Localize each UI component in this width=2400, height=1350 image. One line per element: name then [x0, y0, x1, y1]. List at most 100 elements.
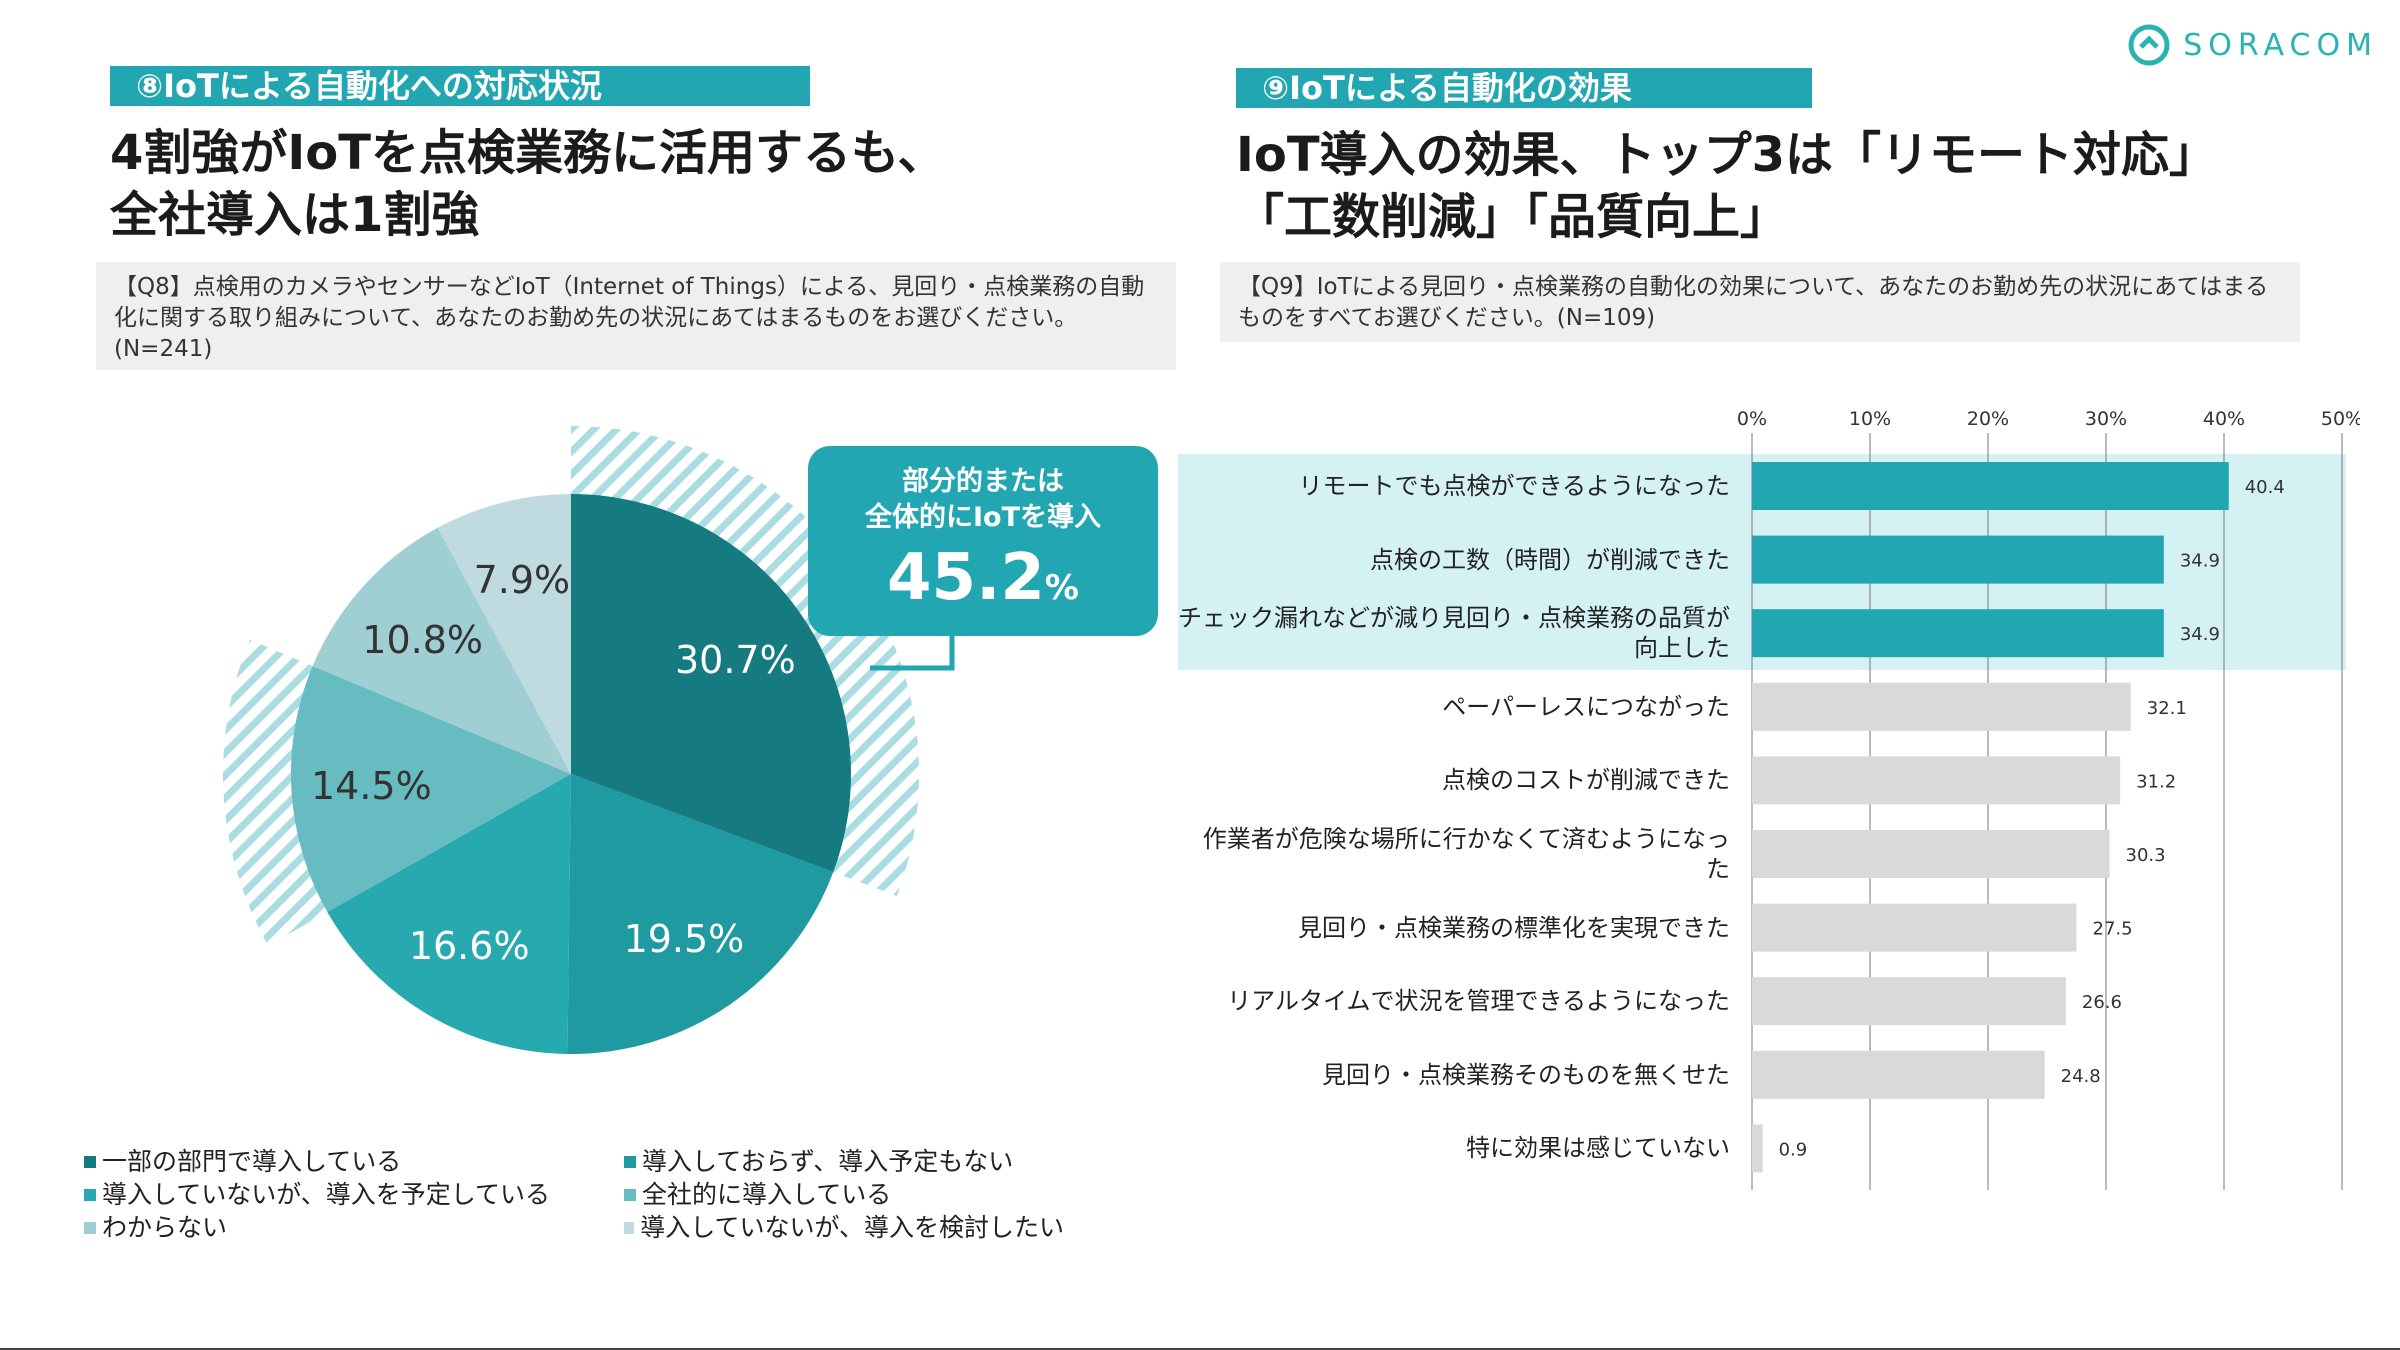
bar-category-label: 特に効果は感じていない: [1170, 1133, 1730, 1163]
pie-slice: [291, 666, 571, 912]
bar: [1752, 609, 2164, 658]
right-question: 【Q9】IoTによる見回り・点検業務の自動化の効果について、あなたのお勤め先の状…: [1220, 262, 2300, 342]
legend-swatch: [624, 1188, 636, 1201]
legend-label: 導入していないが、導入を予定している: [102, 1180, 551, 1209]
bar-category-label-line: 見回り・点検業務そのものを無くせた: [1322, 1060, 1730, 1089]
pie-legend: 一部の部門で導入している 導入しておらず、導入予定もない 導入していないが、導入…: [84, 1146, 1064, 1243]
pie-slice: [437, 494, 571, 774]
bar-value-label: 0.9: [1779, 1139, 1808, 1160]
callout-value: 45.2%: [808, 536, 1158, 630]
bar-category-label-line: 点検のコストが削減できた: [1442, 766, 1730, 795]
left-question: 【Q8】点検用のカメラやセンサーなどIoT（Internet of Things…: [96, 262, 1176, 370]
bar-value-label: 34.9: [2180, 624, 2220, 645]
bar-value-label: 31.2: [2136, 771, 2176, 792]
pie-slice: [567, 774, 834, 1055]
bar-category-label: リモートでも点検ができるようになった: [1170, 471, 1730, 501]
bar-category-label-line: 点検の工数（時間）が削減できた: [1370, 545, 1730, 574]
left-section-tag: ⑧IoTによる自動化への対応状況: [110, 66, 810, 106]
soracom-logo-text: SORACOM: [2183, 27, 2378, 63]
right-headline: IoT導入の効果、トップ3は「リモート対応」 「工数削減」「品質向上」: [1236, 124, 2217, 248]
bar-category-label: チェック漏れなどが減り見回り・点検業務の品質が 向上した: [1170, 603, 1730, 663]
right-headline-line1: IoT導入の効果、トップ3は「リモート対応」: [1236, 127, 2217, 183]
bar: [1752, 682, 2131, 731]
legend-label: わからない: [102, 1213, 228, 1242]
legend-item: 全社的に導入している: [624, 1179, 1064, 1210]
bar-value-label: 40.4: [2245, 477, 2285, 498]
legend-swatch: [84, 1221, 96, 1234]
callout-line2: 全体的にIoTを導入: [864, 502, 1101, 533]
legend-item: 導入していないが、導入を検討したい: [624, 1212, 1064, 1243]
bar-tick-label: 10%: [1849, 408, 1891, 430]
legend-item: 導入していないが、導入を予定している: [84, 1179, 624, 1210]
bar: [1752, 977, 2066, 1026]
bar-category-label: 作業者が危険な場所に行かなくて済むようになった: [1170, 824, 1730, 884]
pie-slice-label: 19.5%: [624, 917, 745, 961]
right-headline-line2: 「工数削減」「品質向上」: [1236, 189, 1789, 245]
bar-category-label: 見回り・点検業務の標準化を実現できた: [1170, 913, 1730, 943]
right-section-tag: ⑨IoTによる自動化の効果: [1236, 68, 1812, 108]
soracom-logo-icon: [2128, 24, 2170, 66]
bar-category-label: リアルタイムで状況を管理できるようになった: [1170, 986, 1730, 1016]
bar: [1752, 462, 2229, 510]
callout-connector: [870, 630, 955, 671]
bar: [1752, 535, 2164, 584]
bar-value-label: 24.8: [2061, 1066, 2101, 1087]
pie-slice-label: 30.7%: [675, 638, 796, 682]
bar-category-label-line: 作業者が危険な場所に行かなくて済むようになっ: [1202, 825, 1730, 853]
bar-value-label: 32.1: [2147, 698, 2187, 719]
bar-category-label-line: リアルタイムで状況を管理できるようになった: [1227, 987, 1730, 1016]
bar-value-label: 34.9: [2180, 551, 2220, 572]
bar-category-label: ペーパーレスにつながった: [1170, 692, 1730, 722]
legend-label: 導入していないが、導入を検討したい: [640, 1213, 1064, 1242]
legend-swatch: [84, 1155, 96, 1168]
pie-slice-label: 10.8%: [362, 618, 483, 662]
pie-slice: [327, 774, 571, 1054]
left-headline: 4割強がIoTを点検業務に活用するも、 全社導入は1割強: [110, 122, 946, 246]
bar: [1752, 903, 2077, 952]
bar-category-label-line: チェック漏れなどが減り見回り・点検業務の品質が: [1178, 604, 1730, 633]
bar-value-label: 27.5: [2093, 919, 2133, 940]
bar-tick-label: 20%: [1967, 408, 2009, 430]
bar-category-label: 見回り・点検業務そのものを無くせた: [1170, 1060, 1730, 1090]
legend-item: 導入しておらず、導入予定もない: [624, 1146, 1064, 1177]
bar-category-label-line: ペーパーレスにつながった: [1442, 692, 1730, 721]
bar-category-label: 点検のコストが削減できた: [1170, 765, 1730, 795]
bar-category-label-line: 向上した: [1634, 634, 1730, 663]
left-headline-line1: 4割強がIoTを点検業務に活用するも、: [110, 125, 946, 181]
legend-swatch: [84, 1188, 96, 1201]
callout-value-unit: %: [1044, 568, 1079, 608]
pie-slice-label: 14.5%: [311, 764, 432, 808]
bar-value-label: 30.3: [2126, 845, 2166, 866]
legend-item: わからない: [84, 1212, 624, 1243]
bar: [1752, 830, 2110, 878]
bar-tick-label: 30%: [2085, 408, 2127, 430]
iot-adoption-callout: 部分的または 全体的にIoTを導入 45.2%: [808, 446, 1158, 636]
bar-value-label: 26.6: [2082, 992, 2122, 1013]
bar-chart: 0% 10% 20% 30% 40% 50% 40.4 34.9 34.9 32.1 31.2 30.…: [1737, 408, 2360, 1190]
pie-slice-label: 16.6%: [409, 924, 530, 968]
legend-label: 一部の部門で導入している: [102, 1147, 402, 1176]
callout-value-number: 45.2: [887, 541, 1045, 615]
pie-slice: [312, 527, 571, 774]
soracom-logo: SORACOM: [2127, 20, 2378, 70]
legend-swatch: [624, 1221, 635, 1234]
bar-category-label-line: リモートでも点検ができるようになった: [1298, 472, 1730, 500]
pie-slice-label: 7.9%: [474, 558, 571, 602]
bar-category-label-line: 特に効果は感じていない: [1466, 1134, 1730, 1163]
bar: [1752, 1050, 2045, 1099]
legend-label: 全社的に導入している: [642, 1180, 892, 1209]
pie-chart: 30.7% 19.5% 16.6% 14.5% 10.8% 7.9%: [223, 426, 920, 1055]
bar-category-label-line: た: [1706, 855, 1730, 883]
legend-item: 一部の部門で導入している: [84, 1146, 624, 1177]
bar-tick-label: 40%: [2203, 408, 2245, 430]
bottom-rule: [0, 1348, 2400, 1350]
legend-swatch: [624, 1155, 636, 1168]
bar-category-label: 点検の工数（時間）が削減できた: [1170, 545, 1730, 575]
bar-category-label-line: 見回り・点検業務の標準化を実現できた: [1298, 913, 1730, 942]
bar-tick-label: 50%: [2321, 408, 2360, 430]
bar: [1752, 756, 2121, 805]
callout-line1: 部分的または: [902, 466, 1064, 497]
bar: [1752, 1124, 1763, 1173]
left-headline-line2: 全社導入は1割強: [110, 187, 480, 243]
bar-tick-label: 0%: [1737, 408, 1767, 430]
